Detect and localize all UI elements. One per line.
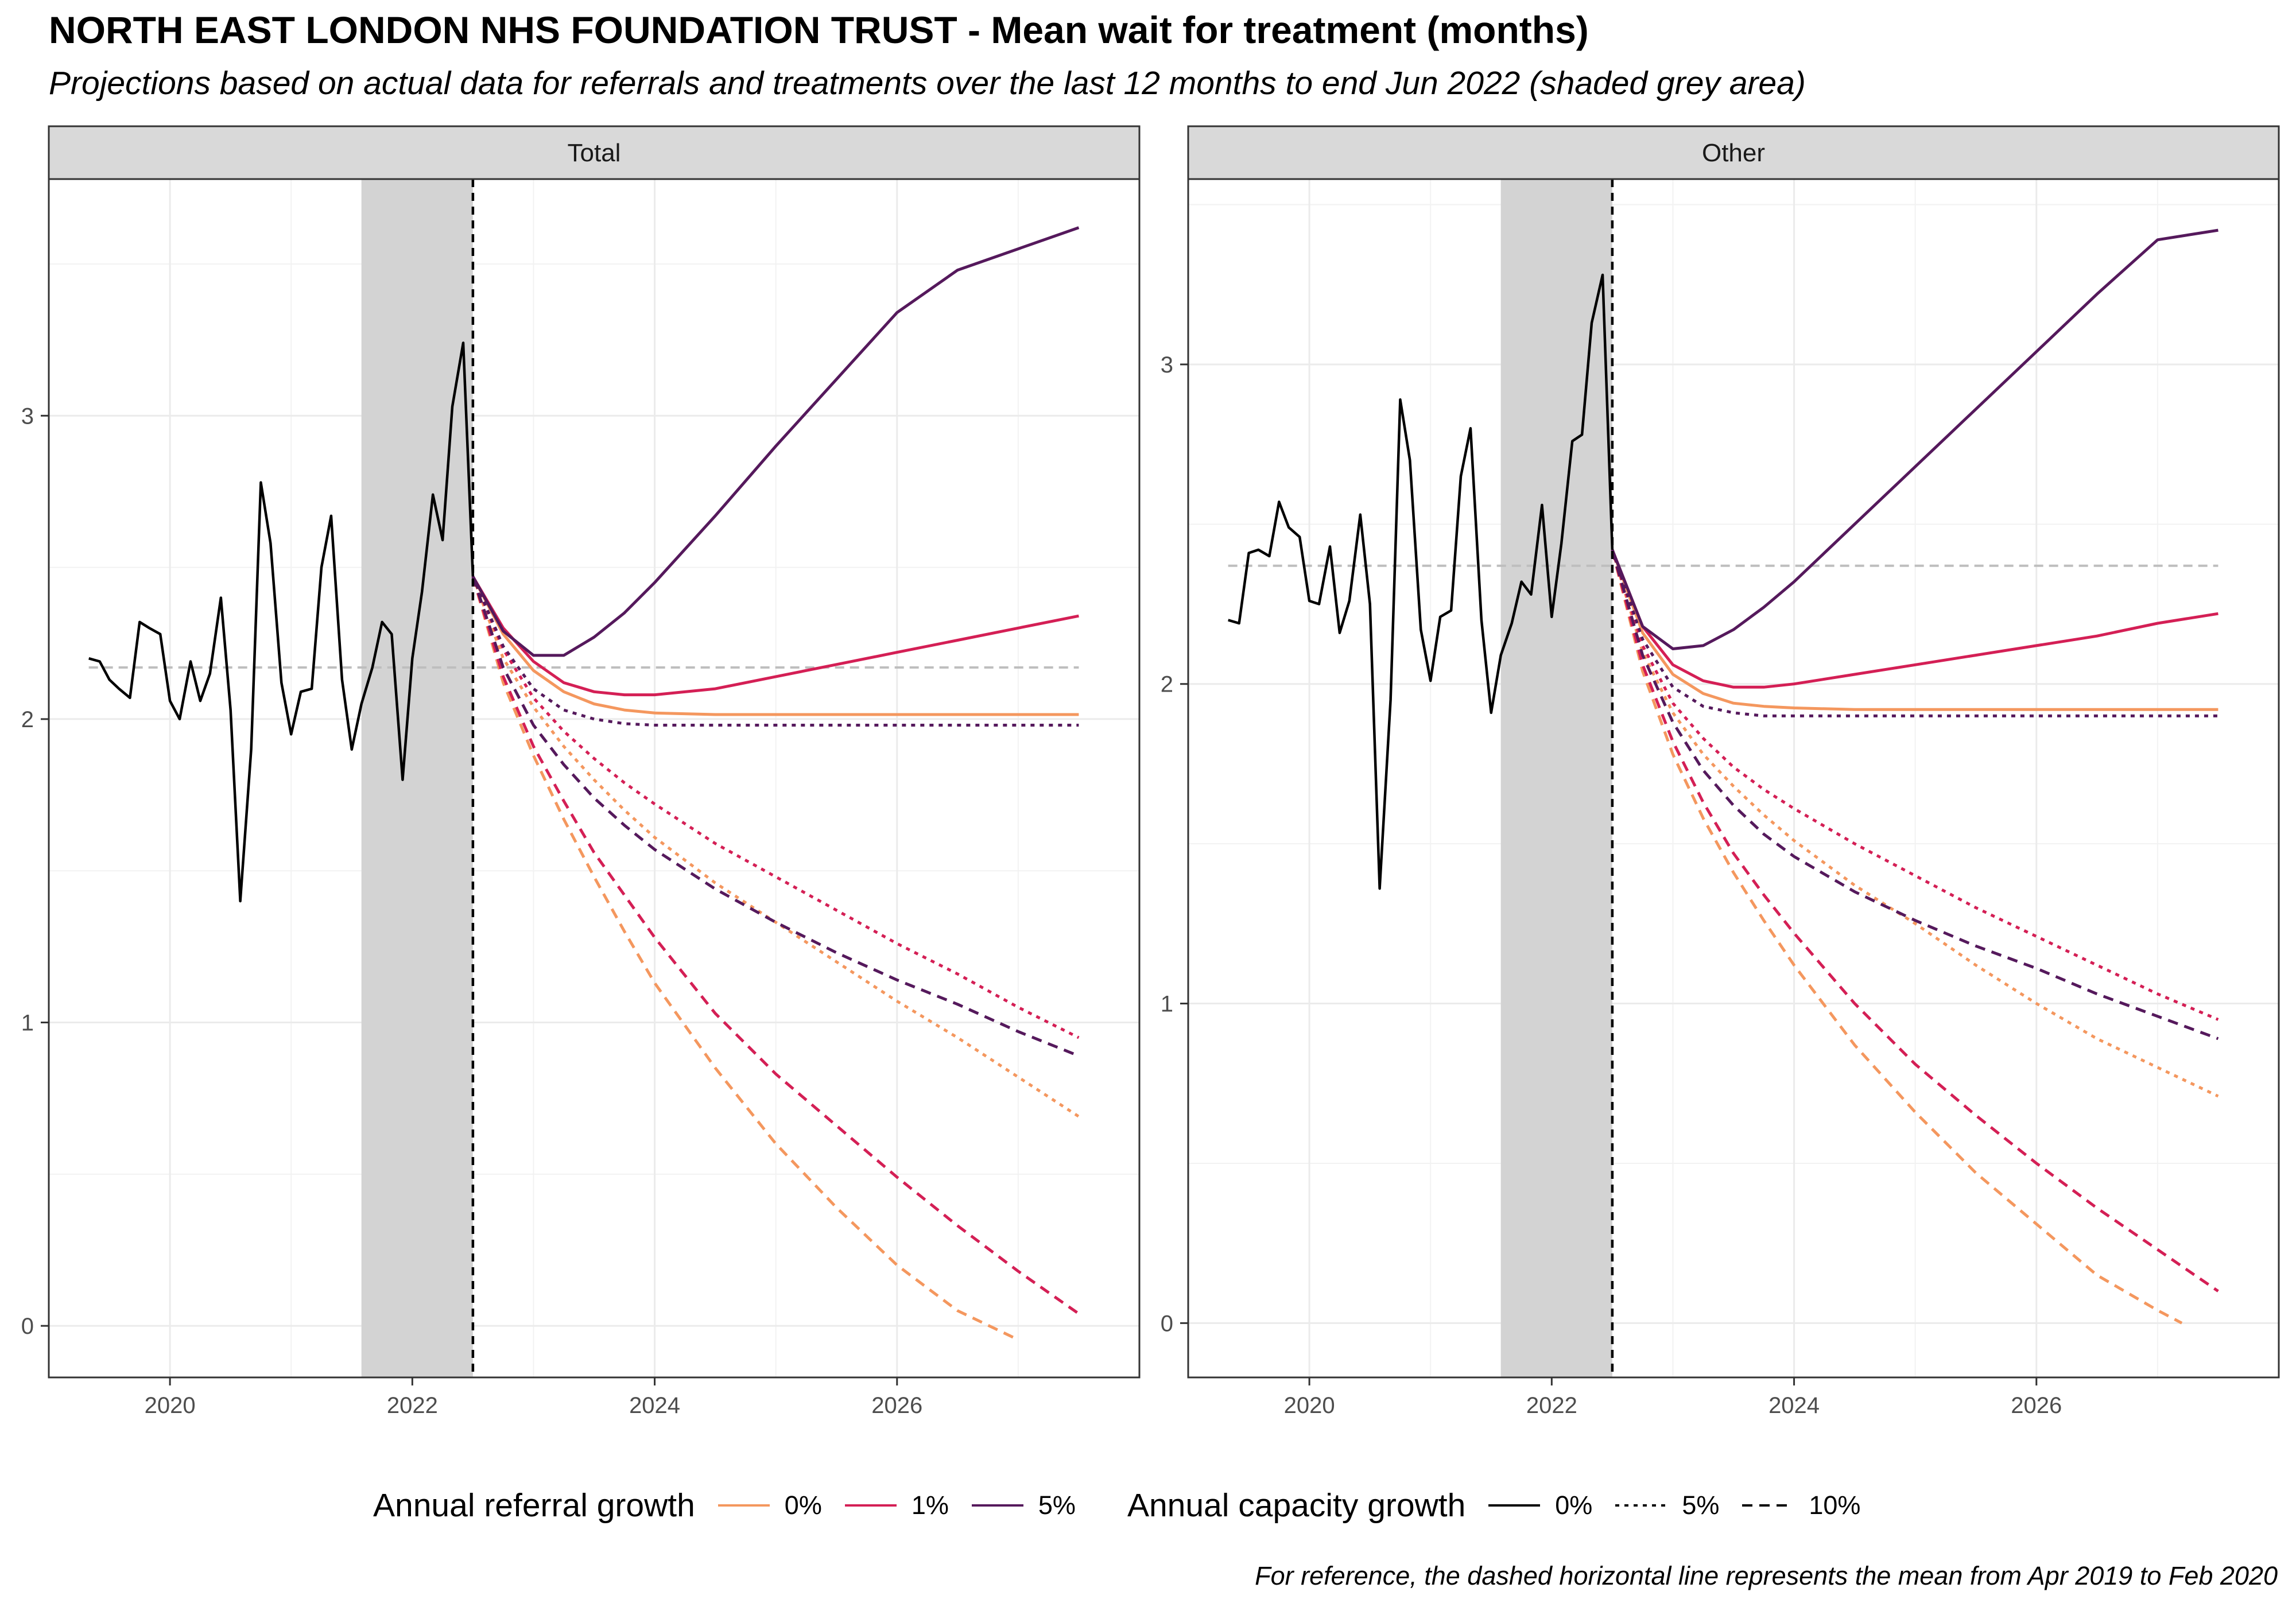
legend-label-capacity-5: 5% bbox=[1682, 1490, 1720, 1520]
projection-line-total-ref1-cap5 bbox=[471, 576, 1080, 1039]
chart-subtitle: Projections based on actual data for ref… bbox=[49, 65, 1806, 102]
legend-referral-title: Annual referral growth bbox=[373, 1487, 695, 1524]
y-tick-label-other-2: 2 bbox=[1161, 672, 1173, 697]
legend-referral-group: Annual referral growth 0% 1% 5% bbox=[373, 1486, 1099, 1524]
projection-line-total-ref1-cap0 bbox=[471, 576, 1079, 697]
y-tick-label-total-0: 0 bbox=[21, 1314, 34, 1339]
legend-key-capacity-0 bbox=[1488, 1504, 1541, 1507]
projection-line-total-ref0-cap0 bbox=[471, 576, 1079, 716]
projection-line-other-ref5-cap0 bbox=[1611, 228, 2219, 650]
panel-border-other bbox=[1187, 178, 2280, 1379]
legend-key-referral-1 bbox=[844, 1504, 897, 1507]
legend-capacity-title: Annual capacity growth bbox=[1127, 1487, 1466, 1524]
x-tick-label-other-2024: 2024 bbox=[1768, 1393, 1820, 1418]
x-tick-label-total-2026: 2026 bbox=[871, 1393, 922, 1418]
legend-key-referral-0 bbox=[718, 1504, 770, 1507]
legend-label-referral-5: 5% bbox=[1038, 1490, 1076, 1520]
projection-line-other-ref1-cap10 bbox=[1611, 549, 2219, 1292]
legend-key-capacity-10 bbox=[1742, 1504, 1794, 1507]
shaded-period-total bbox=[361, 179, 473, 1377]
y-tick-label-total-2: 2 bbox=[21, 707, 34, 732]
facet-strip-other bbox=[1187, 125, 2280, 180]
legend-item-capacity-5: 5% bbox=[1615, 1490, 1719, 1520]
projection-line-total-ref5-cap0 bbox=[471, 226, 1080, 657]
x-tick-label-total-2020: 2020 bbox=[145, 1393, 196, 1418]
legend-label-referral-1: 1% bbox=[911, 1490, 949, 1520]
projection-line-total-ref5-cap5 bbox=[471, 576, 1079, 727]
x-tick-label-other-2026: 2026 bbox=[2011, 1393, 2062, 1418]
legend-key-referral-5 bbox=[971, 1504, 1023, 1507]
projection-line-other-ref0-cap10 bbox=[1611, 549, 2183, 1325]
projection-line-other-ref5-cap10 bbox=[1611, 549, 2219, 1041]
legend-item-referral-0: 0% bbox=[718, 1490, 822, 1520]
legend-item-referral-5: 5% bbox=[971, 1490, 1076, 1520]
x-tick-label-total-2022: 2022 bbox=[387, 1393, 438, 1418]
projection-line-other-ref0-cap0 bbox=[1611, 549, 2219, 711]
legend-item-capacity-0: 0% bbox=[1488, 1490, 1592, 1520]
projection-line-total-ref0-cap5 bbox=[471, 576, 1080, 1118]
chart-title: NORTH EAST LONDON NHS FOUNDATION TRUST -… bbox=[49, 9, 1589, 51]
shaded-period-other bbox=[1500, 179, 1612, 1377]
legend-item-referral-1: 1% bbox=[844, 1490, 949, 1520]
facet-strip-label-other: Other bbox=[1702, 139, 1765, 167]
projection-line-other-ref1-cap0 bbox=[1611, 549, 2219, 689]
x-tick-label-total-2024: 2024 bbox=[629, 1393, 680, 1418]
legend-label-referral-0: 0% bbox=[784, 1490, 822, 1520]
y-tick-label-other-3: 3 bbox=[1161, 352, 1173, 378]
x-tick-label-other-2022: 2022 bbox=[1526, 1393, 1577, 1418]
legend-label-capacity-10: 10% bbox=[1809, 1490, 1861, 1520]
legend-item-capacity-10: 10% bbox=[1742, 1490, 1860, 1520]
y-tick-label-total-3: 3 bbox=[21, 403, 34, 429]
legend-label-capacity-0: 0% bbox=[1555, 1490, 1593, 1520]
actual-series-line-other bbox=[1228, 273, 1614, 890]
y-tick-label-total-1: 1 bbox=[21, 1011, 34, 1036]
x-tick-label-other-2020: 2020 bbox=[1284, 1393, 1335, 1418]
actual-series-line-total bbox=[88, 341, 475, 903]
projection-line-total-ref1-cap10 bbox=[471, 576, 1080, 1315]
projection-line-other-ref0-cap5 bbox=[1611, 549, 2219, 1098]
legend: Annual referral growth 0% 1% 5% Annual c… bbox=[373, 1482, 1912, 1528]
y-tick-label-other-0: 0 bbox=[1161, 1311, 1173, 1336]
chart-caption: For reference, the dashed horizontal lin… bbox=[1255, 1561, 2278, 1590]
facet-strip-label-total: Total bbox=[568, 139, 621, 167]
projection-line-total-ref0-cap10 bbox=[471, 576, 1015, 1340]
legend-key-capacity-5 bbox=[1615, 1504, 1667, 1507]
panel-border-total bbox=[48, 178, 1141, 1379]
projection-line-total-ref5-cap10 bbox=[471, 576, 1080, 1058]
projection-line-other-ref5-cap5 bbox=[1611, 549, 2219, 717]
y-tick-label-other-1: 1 bbox=[1161, 992, 1173, 1017]
legend-capacity-group: Annual capacity growth 0% 5% 10% bbox=[1127, 1486, 1884, 1524]
